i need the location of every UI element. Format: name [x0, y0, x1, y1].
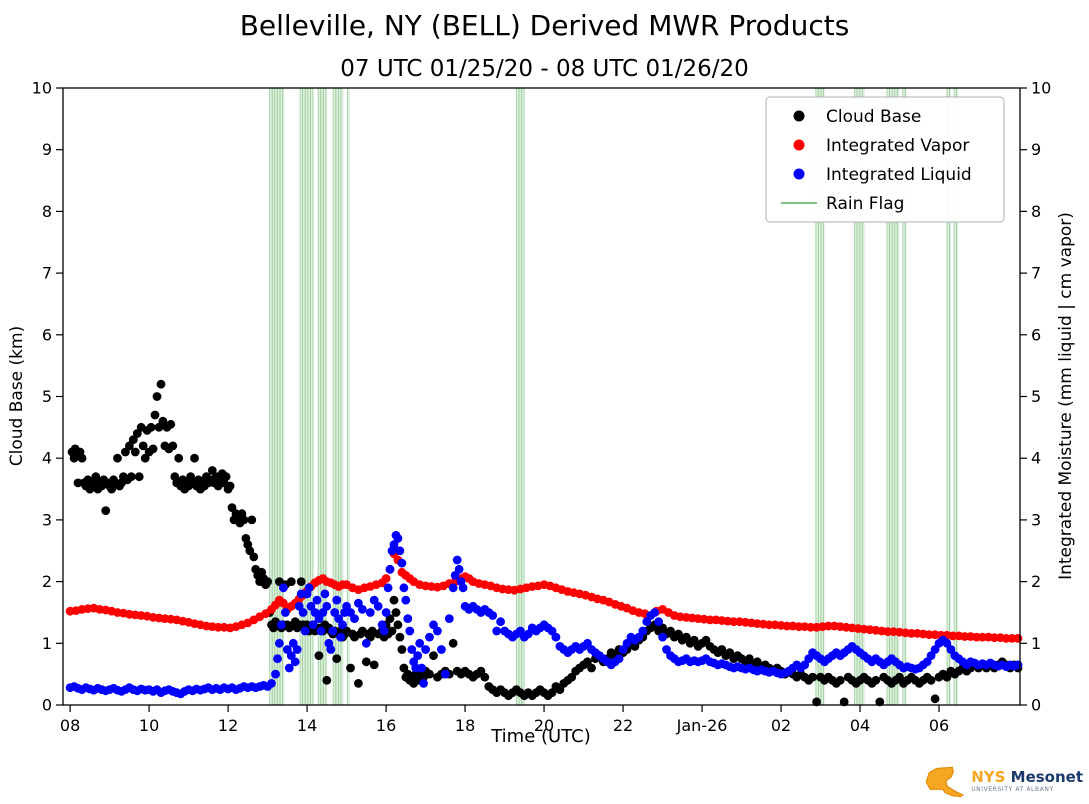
legend-marker-dot [793, 139, 805, 151]
y-tick-label-right: 8 [1031, 202, 1041, 221]
legend-entry: Cloud Base [793, 107, 921, 127]
legend-label: Cloud Base [826, 107, 921, 127]
y-tick-label-right: 2 [1031, 572, 1041, 591]
y-tick-label-right: 7 [1031, 264, 1041, 283]
x-tick-label: 18 [455, 716, 475, 735]
rain-flag-band [318, 88, 327, 705]
x-tick-label: Jan-26 [676, 716, 728, 735]
y-tick-label-left: 8 [42, 202, 52, 221]
x-axis-label: Time (UTC) [491, 726, 591, 747]
y-tick-label-left: 3 [42, 510, 52, 529]
y-tick-label-right: 1 [1031, 634, 1041, 653]
legend-marker-dot [793, 110, 805, 122]
chart-title: Belleville, NY (BELL) Derived MWR Produc… [239, 9, 850, 42]
rain-flag-band [269, 88, 285, 705]
x-tick-label: 16 [376, 716, 396, 735]
rain-flag-band [300, 88, 313, 705]
legend-label: Integrated Liquid [826, 165, 972, 185]
rain-flag-band [347, 88, 350, 705]
x-tick-label: 20 [534, 716, 554, 735]
rain-flag-band [886, 88, 900, 705]
y-tick-label-left: 7 [42, 264, 52, 283]
legend-marker-dot [793, 168, 805, 180]
rain-flag-band [516, 88, 525, 705]
rain-flag-band [333, 88, 344, 705]
x-tick-label: 14 [297, 716, 317, 735]
nys-mesonet-logo: NYS Mesonet UNIVERSITY AT ALBANY [924, 764, 1083, 798]
y-tick-label-left: 10 [32, 79, 52, 98]
chart-subtitle: 07 UTC 01/25/20 - 08 UTC 01/26/20 [340, 56, 749, 82]
y-tick-label-right: 0 [1031, 696, 1041, 715]
y-tick-label-left: 5 [42, 387, 52, 406]
logo-subtext: UNIVERSITY AT ALBANY [971, 786, 1054, 793]
rain-flag-band [815, 88, 825, 705]
series-integrated-liquid [65, 530, 1023, 699]
y-tick-label-right: 3 [1031, 510, 1041, 529]
y-tick-label-left: 0 [42, 696, 52, 715]
rain-flag-band [946, 88, 951, 705]
logo-text: NYS Mesonet UNIVERSITY AT ALBANY [971, 769, 1083, 793]
logo-nys-text: NYS [971, 768, 1006, 786]
legend-entry: Integrated Liquid [793, 165, 972, 185]
x-tick-label: 22 [613, 716, 633, 735]
y-tick-label-right: 4 [1031, 449, 1041, 468]
legend-label: Integrated Vapor [826, 136, 969, 156]
y-tick-label-right: 9 [1031, 140, 1041, 159]
rain-flag-band [902, 88, 907, 705]
legend-label: Rain Flag [826, 194, 904, 214]
legend: Cloud Base Integrated Vapor Integrated Liq… [765, 96, 1005, 223]
rain-flag-band [854, 88, 865, 705]
y-tick-label-left: 1 [42, 634, 52, 653]
x-tick-label: 04 [850, 716, 870, 735]
rain-flag-band [954, 88, 958, 705]
y-tick-label-right: 6 [1031, 325, 1041, 344]
y-tick-label-left: 2 [42, 572, 52, 591]
y-tick-label-left: 4 [42, 449, 52, 468]
y-tick-label-right: 10 [1031, 79, 1051, 98]
y-tick-label-left: 6 [42, 325, 52, 344]
x-tick-label: 02 [771, 716, 791, 735]
legend-entry: Rain Flag [781, 194, 904, 214]
ny-state-icon [925, 766, 964, 798]
x-tick-label: 06 [929, 716, 949, 735]
x-tick-label: 08 [60, 716, 80, 735]
y-tick-label-right: 5 [1031, 387, 1041, 406]
legend-entry: Integrated Vapor [793, 136, 969, 156]
y-tick-label-left: 9 [42, 140, 52, 159]
logo-mesonet-text: Mesonet [1010, 768, 1083, 786]
x-tick-label: 10 [139, 716, 159, 735]
x-tick-label: 12 [218, 716, 238, 735]
